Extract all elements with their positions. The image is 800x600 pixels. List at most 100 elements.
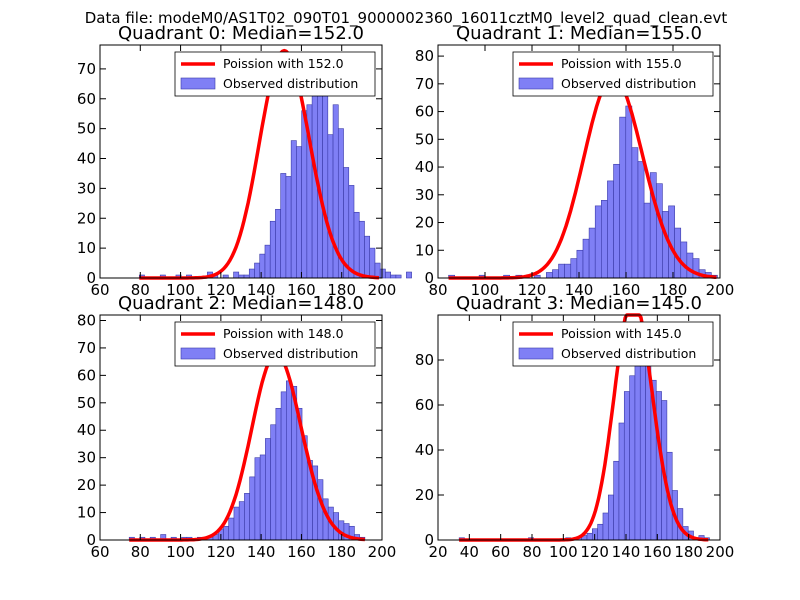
histogram-bar [662, 211, 669, 279]
y-tick-label: 10 [77, 504, 96, 522]
x-tick-label: 140 [612, 543, 641, 561]
histogram-bar [613, 460, 620, 541]
y-tick-label: 10 [415, 241, 434, 259]
y-tick-label: 70 [77, 339, 96, 357]
histogram-bar [686, 252, 694, 279]
histogram-bar [597, 523, 604, 541]
y-tick-label: 60 [77, 90, 96, 108]
x-tick-label: 80 [131, 281, 150, 299]
histogram-bar [594, 205, 602, 279]
x-tick-label: 60 [90, 281, 109, 299]
histogram-bar [290, 140, 297, 279]
panel-quadrant-0: Quadrant 0: Median=152.060 80 100 120 140 160… [77, 23, 412, 299]
axes-frame [437, 314, 721, 541]
x-tick-label: 200 [368, 281, 397, 299]
x-tick-label: 200 [706, 543, 735, 561]
histogram-bar [655, 391, 662, 541]
x-tick-label: 100 [549, 543, 578, 561]
x-tick-label: 180 [327, 281, 356, 299]
y-tick-label: 70 [77, 60, 96, 78]
y-tick-label: 60 [415, 103, 434, 121]
y-tick-label: 20 [77, 476, 96, 494]
x-tick-label: 160 [287, 281, 316, 299]
x-tick-label: 80 [428, 281, 447, 299]
histogram-bar [607, 180, 614, 279]
x-tick-label: 120 [207, 281, 236, 299]
histogram-bar [582, 238, 590, 279]
histogram-bar [406, 271, 412, 279]
histogram-bar [546, 272, 553, 279]
y-tick-label: 60 [77, 366, 96, 384]
histogram-bar [634, 361, 641, 541]
histogram-bar [265, 438, 271, 541]
histogram-bar [238, 501, 245, 541]
x-tick-label: 100 [166, 543, 195, 561]
histogram-bar [629, 375, 636, 541]
x-tick-label: 180 [327, 543, 356, 561]
histogram-bar [275, 407, 282, 541]
histogram-bar [327, 134, 334, 279]
y-tick-label: 40 [77, 150, 96, 168]
x-tick-label: 60 [90, 543, 109, 561]
y-tick-label: 0 [424, 269, 434, 287]
x-tick-label: 80 [522, 543, 541, 561]
x-tick-label: 80 [131, 543, 150, 561]
x-tick-label: 20 [428, 543, 447, 561]
histogram-bar [259, 253, 266, 279]
histogram-bar [588, 227, 596, 279]
x-tick-label: 140 [247, 281, 276, 299]
histogram-bar [374, 262, 381, 279]
histogram-bar [643, 202, 651, 279]
histogram-bar [623, 391, 630, 541]
legend-label-observed: Observed distribution [561, 346, 696, 361]
histogram-bar [348, 185, 355, 279]
x-tick-label: 180 [659, 281, 688, 299]
y-tick-label: 40 [77, 421, 96, 439]
legend-label-observed: Observed distribution [223, 346, 358, 361]
y-tick-label: 80 [415, 47, 434, 65]
legend-bar-swatch [518, 77, 554, 90]
x-tick-label: 200 [706, 281, 735, 299]
histogram-bar [625, 105, 633, 279]
legend: Poission with 152.0 Observed distribution [174, 51, 376, 97]
y-tick-label: 30 [77, 179, 96, 197]
axes-frame [99, 314, 383, 541]
histogram-bar [248, 268, 255, 279]
y-tick-label: 30 [415, 186, 434, 204]
y-tick-label: 80 [77, 311, 96, 329]
histogram-bar [613, 163, 620, 279]
legend-label-poisson: Poission with 152.0 [223, 56, 344, 71]
legend: Poission with 145.0 Observed distribution [512, 321, 714, 367]
axes-frame [99, 44, 383, 279]
y-tick-label: 30 [77, 449, 96, 467]
histogram-bar [228, 517, 235, 541]
histogram-bar [631, 147, 639, 279]
legend-label-poisson: Poission with 155.0 [561, 56, 682, 71]
x-tick-label: 160 [287, 543, 316, 561]
x-tick-label: 160 [643, 543, 672, 561]
histogram-bar [385, 271, 391, 279]
figure-suptitle: Data file: modeM0/AS1T02_090T01_90000023… [85, 9, 728, 28]
histogram-bar [369, 247, 376, 279]
histogram-bar [576, 249, 584, 279]
panel-title: Quadrant 2: Median=148.0 [118, 293, 364, 314]
histogram-bar [358, 220, 365, 279]
legend-bar-swatch [180, 347, 216, 360]
histogram-bar [249, 476, 256, 541]
legend-bar-swatch [518, 347, 554, 360]
y-tick-label: 20 [77, 209, 96, 227]
x-tick-label: 40 [460, 543, 479, 561]
histogram-bar [280, 391, 287, 541]
y-tick-label: 40 [415, 158, 434, 176]
histogram-bar [602, 512, 609, 541]
panel-quadrant-1: Quadrant 1: Median=155.080 100 120 140 160 18… [415, 23, 734, 299]
y-tick-label: 80 [415, 351, 434, 369]
histogram-bar [275, 208, 281, 279]
panel-title: Quadrant 1: Median=155.0 [456, 23, 702, 44]
legend-label-poisson: Poission with 148.0 [223, 326, 344, 341]
histogram-bar [656, 183, 663, 279]
x-tick-label: 100 [471, 281, 500, 299]
legend-label-poisson: Poission with 145.0 [561, 326, 682, 341]
histogram-bar [601, 200, 608, 279]
histogram-bar [390, 274, 397, 279]
